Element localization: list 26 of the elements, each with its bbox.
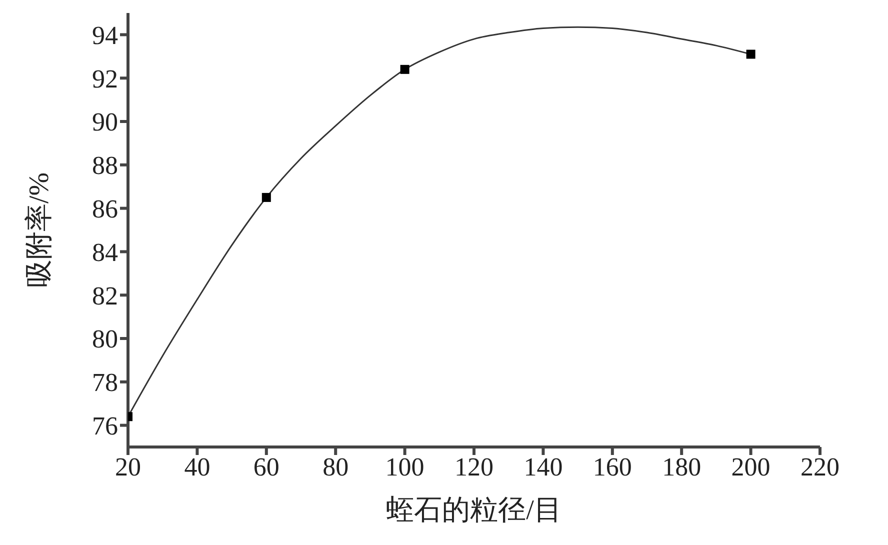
y-tick-label: 84 [92, 238, 118, 267]
x-axis-title: 蛭石的粒径/目 [386, 495, 562, 526]
x-tick-label: 60 [253, 452, 280, 482]
point [262, 192, 271, 202]
x-tick-label: 100 [385, 452, 424, 482]
x-tick-label: 20 [115, 452, 141, 482]
y-tick-label: 78 [92, 368, 118, 398]
x-tick-label: 180 [662, 452, 702, 482]
y-tick-label: 88 [92, 151, 118, 180]
x-tick-label: 80 [322, 452, 349, 482]
y-tick-label: 92 [92, 64, 118, 94]
y-tick-label: 80 [92, 324, 118, 354]
y-tick-label: 82 [92, 281, 118, 310]
y-tick-label: 90 [92, 108, 118, 137]
x-tick-label: 160 [592, 452, 632, 482]
y-axis-title: 吸附率/% [24, 172, 55, 288]
point [400, 64, 410, 74]
y-tick-label: 94 [92, 20, 118, 50]
x-tick-label: 140 [524, 452, 563, 482]
x-tick-label: 120 [454, 452, 494, 482]
x-tick-label: 40 [184, 452, 210, 482]
y-tick-label: 86 [92, 194, 118, 224]
y-tick-label: 76 [92, 412, 118, 441]
x-tick-label: 220 [800, 452, 840, 482]
x-tick-label: 200 [731, 452, 770, 482]
point [746, 50, 756, 59]
